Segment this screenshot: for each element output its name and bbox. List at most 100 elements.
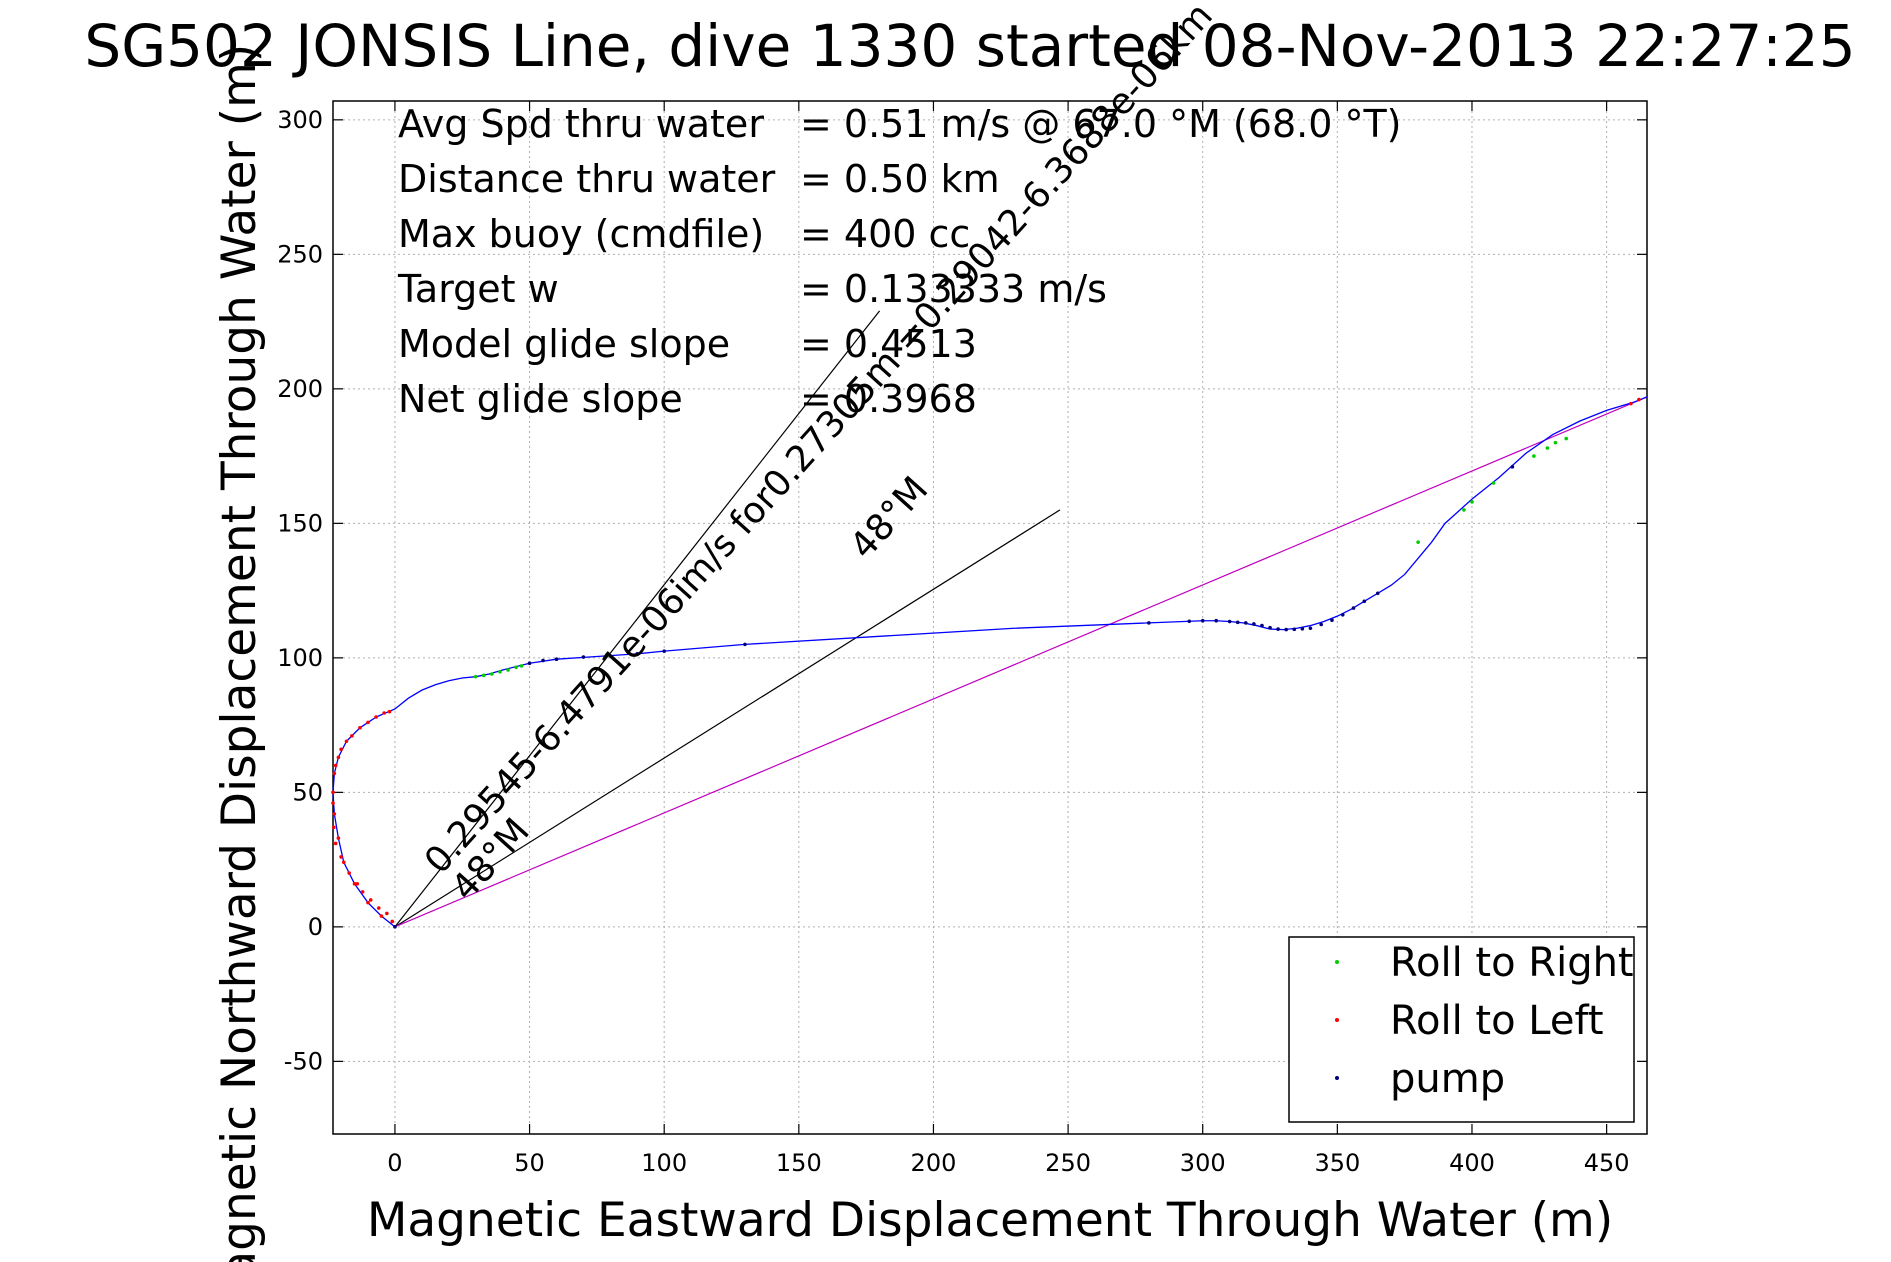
series-points (331, 397, 1641, 929)
data-point (1214, 618, 1218, 623)
data-point (393, 925, 397, 929)
legend-marker (1335, 1076, 1339, 1080)
legend-marker (1335, 960, 1339, 964)
info-label: Max buoy (cmdfile) (398, 212, 764, 256)
data-point (332, 825, 336, 830)
info-label: Avg Spd thru water (398, 102, 764, 146)
info-label: Target w (397, 267, 559, 311)
data-point (514, 665, 518, 670)
data-point (1187, 619, 1192, 624)
data-point (481, 673, 486, 678)
y-tick-label: 300 (277, 106, 323, 134)
data-point (506, 668, 510, 672)
y-tick-label: 0 (308, 913, 323, 941)
legend: Roll to Right Roll to Left pump (1288, 936, 1635, 1123)
data-point (1300, 626, 1305, 631)
info-label: Distance thru water (398, 157, 776, 201)
data-point (379, 914, 384, 918)
data-point (490, 672, 494, 676)
data-point (1491, 481, 1496, 485)
x-tick-label: 200 (911, 1149, 957, 1177)
y-axis-label: Magnetic Northward Displacement Through … (212, 44, 267, 1262)
data-point (1553, 440, 1558, 445)
series-pump (393, 465, 1515, 929)
data-point (339, 747, 343, 752)
x-tick-label: 400 (1449, 1149, 1495, 1177)
data-point (341, 860, 346, 865)
legend-label: pump (1390, 1056, 1505, 1102)
x-axis-label: Magnetic Eastward Displacement Through W… (367, 1193, 1613, 1248)
series-roll-to-right (473, 436, 1569, 679)
diagonal-line-group (394, 396, 1648, 928)
y-tick-label: 100 (277, 644, 323, 672)
data-point (1545, 446, 1550, 450)
x-tick-label: 250 (1045, 1149, 1091, 1177)
legend-marker (1335, 1018, 1339, 1022)
data-point (1260, 623, 1264, 628)
data-point (339, 855, 343, 859)
data-point (331, 801, 335, 805)
info-block: Avg Spd thru water = 0.51 m/s @ 67.0 °M (… (397, 102, 1402, 421)
data-point (1510, 465, 1515, 469)
data-point (527, 661, 532, 666)
data-point (352, 882, 357, 886)
data-point (1268, 625, 1272, 630)
data-point (358, 725, 362, 730)
reference-line (394, 310, 881, 928)
data-point (1284, 627, 1288, 632)
data-point (498, 670, 502, 674)
x-tick-label: 150 (776, 1149, 822, 1177)
legend-box (1288, 936, 1635, 1123)
data-point (350, 734, 354, 738)
chart-title: SG502 JONSIS Line, dive 1330 started 08-… (84, 12, 1855, 80)
series-roll-to-left (331, 397, 1641, 924)
info-value: = 0.50 km (800, 157, 1000, 201)
data-point (374, 715, 378, 719)
y-tick-label: 150 (277, 509, 323, 537)
data-point (1276, 627, 1280, 631)
plot-frame (332, 100, 1648, 1135)
reference-line (394, 509, 1061, 928)
data-point (376, 906, 381, 910)
data-point (541, 658, 545, 663)
data-point (1227, 619, 1232, 624)
x-tick-label: 350 (1314, 1149, 1360, 1177)
data-point (581, 655, 586, 659)
data-point (1292, 627, 1297, 632)
data-point (1532, 454, 1536, 458)
x-tick-label: 300 (1180, 1149, 1226, 1177)
data-point (1200, 618, 1205, 623)
x-tick-label: 450 (1584, 1149, 1630, 1177)
reference-lines (394, 310, 1061, 928)
data-point (360, 890, 365, 894)
data-point (387, 709, 392, 714)
y-tick-label: -50 (284, 1047, 323, 1075)
info-label: Net glide slope (398, 377, 683, 421)
info-value: = 0.51 m/s @ 67.0 °M (68.0 °T) (800, 102, 1402, 146)
data-point (1416, 540, 1420, 544)
data-point (1351, 606, 1356, 610)
data-point (331, 790, 335, 795)
y-tick-label: 250 (277, 240, 323, 268)
data-point (1235, 620, 1240, 625)
info-value: = 0.3968 (800, 377, 977, 421)
data-point (332, 771, 337, 776)
data-point (333, 841, 338, 846)
data-point (1362, 599, 1367, 604)
data-point (336, 836, 341, 840)
data-point (1252, 622, 1256, 626)
data-point (1564, 436, 1569, 441)
y-tick-label: 200 (277, 375, 323, 403)
data-point (1330, 618, 1334, 622)
data-point (332, 812, 337, 816)
x-tick-label: 0 (387, 1149, 402, 1177)
data-point (519, 664, 524, 668)
data-point (1470, 500, 1474, 504)
diagonal-line (394, 396, 1648, 928)
data-point (662, 649, 666, 653)
data-point (1637, 397, 1641, 402)
data-point (1147, 621, 1151, 625)
data-point (473, 674, 478, 679)
info-label: Model glide slope (398, 322, 730, 366)
